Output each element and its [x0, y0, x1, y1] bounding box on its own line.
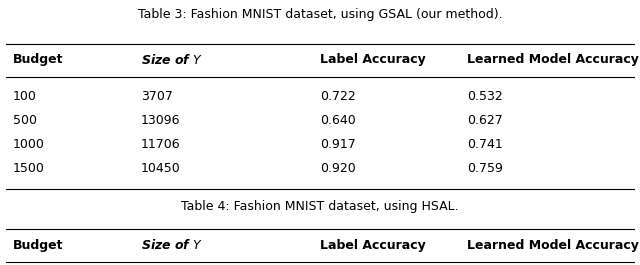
- Text: 0.722: 0.722: [320, 90, 356, 103]
- Text: 13096: 13096: [141, 114, 180, 127]
- Text: Size of $Y$: Size of $Y$: [141, 238, 203, 252]
- Text: Label Accuracy: Label Accuracy: [320, 53, 426, 66]
- Text: Table 4: Fashion MNIST dataset, using HSAL.: Table 4: Fashion MNIST dataset, using HS…: [181, 200, 459, 213]
- Text: 0.920: 0.920: [320, 162, 356, 175]
- Text: 0.640: 0.640: [320, 114, 356, 127]
- Text: 0.917: 0.917: [320, 138, 356, 151]
- Text: Budget: Budget: [13, 53, 63, 66]
- Text: Budget: Budget: [13, 238, 63, 252]
- Text: 0.759: 0.759: [467, 162, 503, 175]
- Text: 1500: 1500: [13, 162, 45, 175]
- Text: Learned Model Accuracy: Learned Model Accuracy: [467, 53, 639, 66]
- Text: 500: 500: [13, 114, 36, 127]
- Text: 3707: 3707: [141, 90, 173, 103]
- Text: 100: 100: [13, 90, 36, 103]
- Text: Label Accuracy: Label Accuracy: [320, 238, 426, 252]
- Text: 0.627: 0.627: [467, 114, 503, 127]
- Text: 10450: 10450: [141, 162, 180, 175]
- Text: Learned Model Accuracy: Learned Model Accuracy: [467, 238, 639, 252]
- Text: 1000: 1000: [13, 138, 45, 151]
- Text: Table 3: Fashion MNIST dataset, using GSAL (our method).: Table 3: Fashion MNIST dataset, using GS…: [138, 8, 502, 21]
- Text: 11706: 11706: [141, 138, 180, 151]
- Text: 0.532: 0.532: [467, 90, 503, 103]
- Text: Size of $Y$: Size of $Y$: [141, 53, 203, 67]
- Text: 0.741: 0.741: [467, 138, 503, 151]
